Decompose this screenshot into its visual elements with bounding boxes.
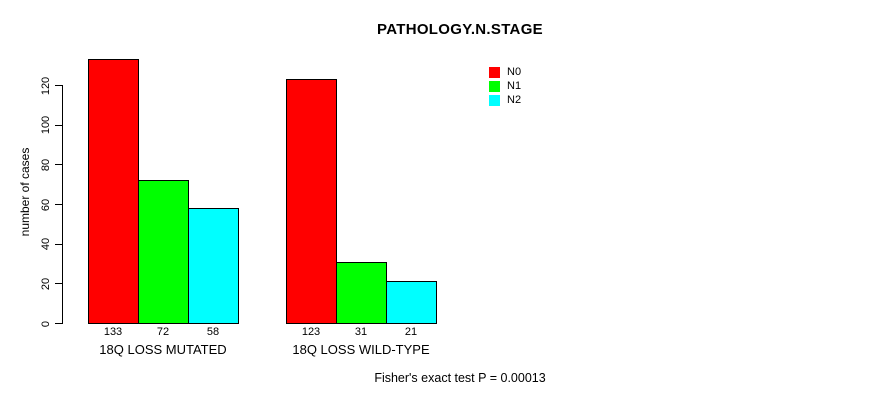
bar-N1 [138,180,189,324]
y-axis-tick-label: 20 [40,277,52,290]
legend-swatch-icon [489,80,500,92]
y-axis-tick-label: 100 [40,115,52,135]
y-axis-tick [55,323,62,324]
y-axis-tick [55,243,62,245]
y-axis-tick [55,283,62,285]
bar-value-label: 133 [103,326,123,338]
legend-label: N1 [507,80,522,92]
bar-N1 [336,262,387,324]
legend-label: N0 [507,66,522,78]
bar-value-label: 58 [206,326,220,338]
y-axis-tick-label: 60 [40,198,52,211]
category-label: 18Q LOSS WILD-TYPE [292,342,430,357]
y-axis-tick [55,124,62,126]
bar-N2 [188,208,239,324]
y-axis-tick [55,204,62,205]
y-axis-tick-label: 80 [40,158,52,171]
bar-N0 [286,79,337,324]
y-axis-tick-label: 0 [40,320,52,327]
y-axis-tick-label: 40 [40,238,52,251]
legend-swatch-icon [489,66,500,78]
chart-title: PATHOLOGY.N.STAGE [377,21,543,38]
category-label: 18Q LOSS MUTATED [99,342,227,357]
y-axis-tick [55,164,62,166]
legend: N0 N1 N2 [489,66,559,110]
legend-label: N2 [507,94,522,106]
y-axis-tick [55,85,62,86]
bar-value-label: 31 [354,326,368,338]
bar-N0 [88,59,139,324]
legend-item-N1: N1 [489,80,521,92]
legend-item-N0: N0 [489,66,521,78]
y-axis-tick-label: 120 [40,76,52,95]
bar-N2 [386,281,437,324]
bar-value-label: 72 [156,326,170,338]
legend-item-N2: N2 [489,94,521,106]
footer-annotation: Fisher's exact test P = 0.00013 [374,371,546,385]
bar-value-label: 21 [404,326,418,338]
legend-swatch-icon [489,94,500,106]
bar-value-label: 123 [301,326,321,338]
y-axis-line [62,85,63,324]
